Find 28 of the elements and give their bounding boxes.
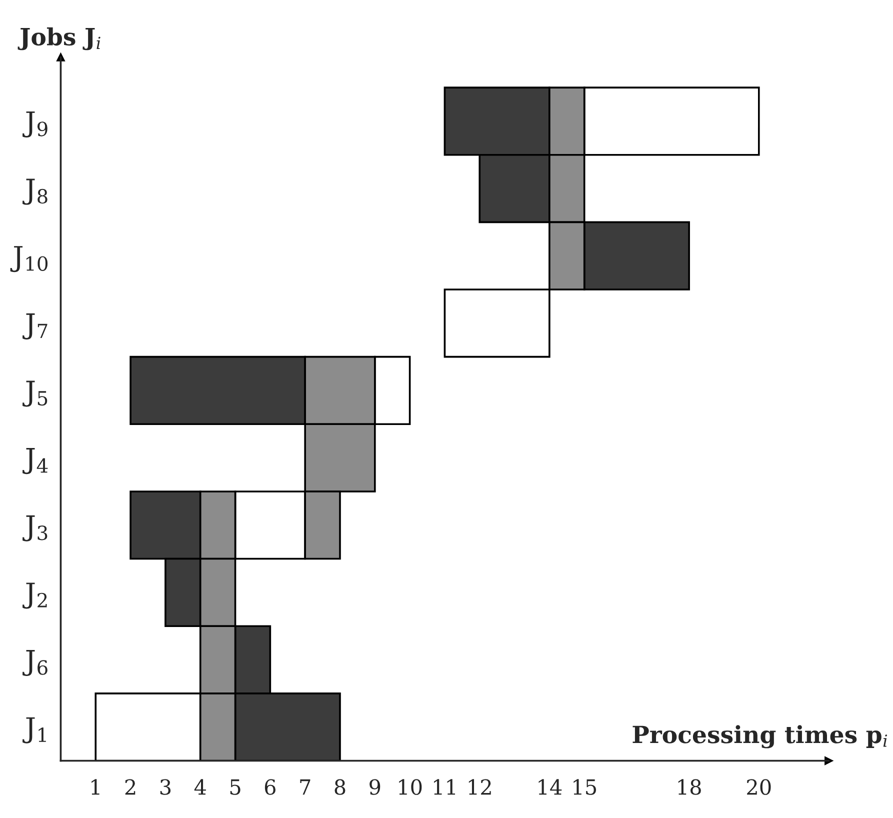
y-tick-label: J$_{6}$ [22, 650, 48, 676]
y-tick-label: J$_{1}$ [22, 717, 46, 744]
y-tick-label: J$_{8}$ [22, 178, 48, 205]
x-tick-label: 14 [538, 779, 562, 795]
y-tick-label: J$_{10}$ [10, 246, 48, 272]
x-axis-title: Processing times p$_{i}$ [632, 725, 888, 748]
x-tick-label: 18 [678, 779, 701, 795]
y-axis-title: Jobs J$_{i}$ [18, 27, 100, 50]
y-tick-label: J$_{9}$ [22, 111, 48, 138]
y-tick-label: J$_{2}$ [22, 582, 47, 609]
x-tick-label: 1 [92, 779, 100, 795]
x-tick-label: 4 [194, 779, 206, 795]
x-tick-label: 6 [264, 779, 276, 795]
x-tick-label: 11 [434, 779, 456, 795]
x-tick-label: 9 [370, 779, 380, 795]
x-tick-label: 3 [160, 779, 171, 795]
x-tick-label: 12 [468, 779, 491, 795]
x-tick-label: 8 [334, 779, 346, 795]
y-tick-label: J$_{7}$ [22, 313, 48, 340]
x-tick-label: 10 [399, 779, 422, 795]
x-tick-label: 2 [125, 779, 136, 795]
y-tick-label: J$_{5}$ [22, 380, 48, 407]
x-tick-label: 20 [747, 779, 771, 795]
x-tick-label: 7 [300, 779, 310, 795]
x-tick-label: 15 [574, 779, 596, 795]
y-tick-label: J$_{4}$ [22, 448, 48, 474]
x-tick-label: 5 [230, 779, 240, 795]
y-tick-label: J$_{3}$ [22, 515, 48, 542]
